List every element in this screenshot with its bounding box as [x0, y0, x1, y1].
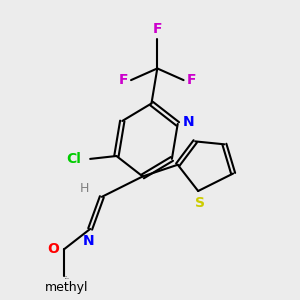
Text: F: F [152, 22, 162, 36]
Text: O–CH₃: O–CH₃ [64, 276, 68, 277]
Text: O: O [47, 242, 59, 256]
Text: F: F [118, 73, 128, 87]
Text: N: N [83, 234, 94, 248]
Text: F: F [187, 73, 196, 87]
Text: methyl: methyl [65, 277, 70, 279]
Text: Cl: Cl [67, 152, 81, 166]
Text: methyl: methyl [45, 281, 88, 295]
Text: N: N [183, 116, 195, 129]
Text: H: H [80, 182, 89, 195]
Text: S: S [195, 196, 205, 210]
